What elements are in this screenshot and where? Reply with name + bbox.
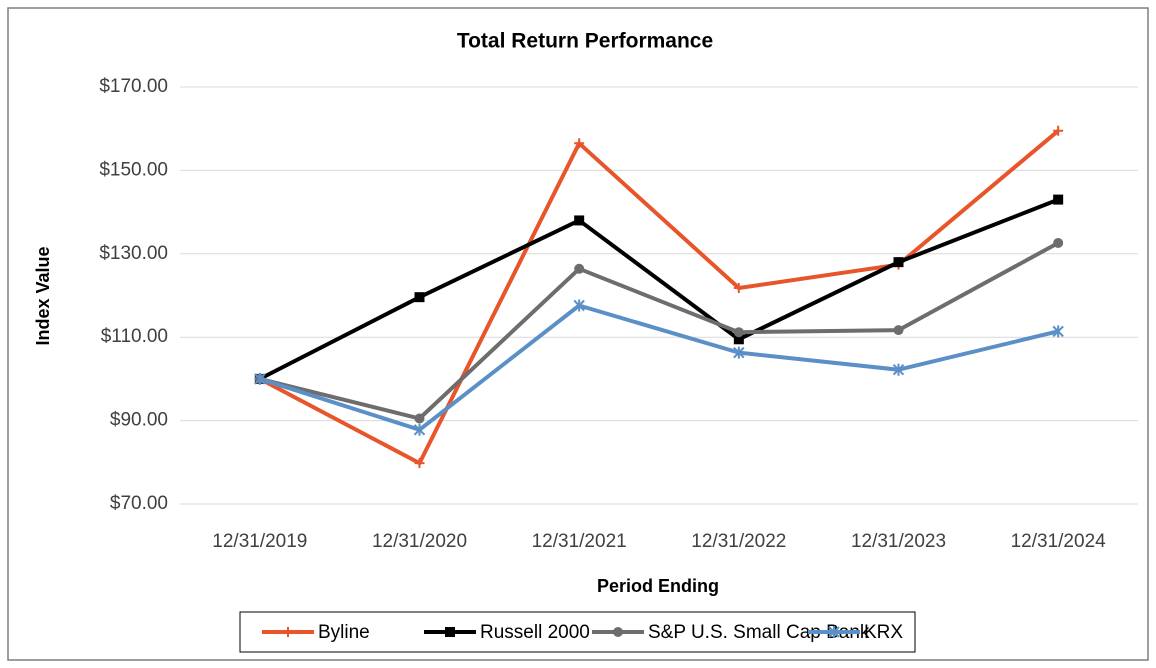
chart-title: Total Return Performance (457, 30, 713, 53)
marker (1053, 237, 1064, 248)
x-axis-label: Period Ending (597, 576, 719, 596)
y-tick-label: $170.00 (99, 76, 168, 97)
legend-label: KRX (864, 622, 903, 643)
marker (1053, 194, 1064, 205)
marker (828, 626, 840, 638)
marker (733, 334, 744, 345)
line (259, 241, 1060, 421)
marker (733, 282, 744, 293)
marker (414, 413, 425, 424)
line (258, 129, 1060, 466)
y-tick-label: $110.00 (101, 326, 168, 347)
marker (574, 263, 585, 274)
y-tick-label: $150.00 (99, 159, 168, 180)
marker (414, 458, 425, 469)
x-tick-label: 12/31/2022 (691, 531, 786, 552)
marker (414, 292, 425, 303)
legend-box (239, 611, 916, 653)
x-tick-label: 12/31/2021 (532, 531, 627, 552)
marker (892, 363, 905, 376)
marker (254, 372, 266, 385)
marker (413, 423, 426, 436)
marker (445, 627, 455, 637)
y-axis-label: Index Value (33, 246, 53, 345)
line (258, 197, 1059, 381)
x-tick-label: 12/31/2023 (851, 531, 946, 552)
x-tick-label: 12/31/2019 (212, 531, 307, 552)
marker (1053, 125, 1064, 136)
marker (574, 215, 585, 226)
x-tick-label: 12/31/2024 (1011, 531, 1107, 552)
marker (1052, 325, 1064, 338)
y-tick-label: $130.00 (99, 243, 168, 264)
marker (283, 627, 293, 637)
marker (893, 325, 904, 336)
y-tick-label: $70.00 (110, 493, 168, 514)
legend-label: S&P U.S. Small Cap Bank (648, 622, 870, 643)
legend-label: Russell 2000 (480, 622, 590, 643)
marker (613, 627, 623, 637)
marker (574, 138, 585, 149)
marker (573, 299, 585, 312)
marker (733, 346, 745, 359)
line (259, 303, 1059, 432)
series (254, 299, 1064, 436)
marker (893, 257, 904, 268)
y-tick-label: $90.00 (110, 410, 168, 431)
x-tick-label: 12/31/2020 (372, 531, 467, 552)
chart-border (7, 7, 1149, 661)
legend-label: Byline (318, 622, 370, 643)
marker (733, 327, 744, 338)
